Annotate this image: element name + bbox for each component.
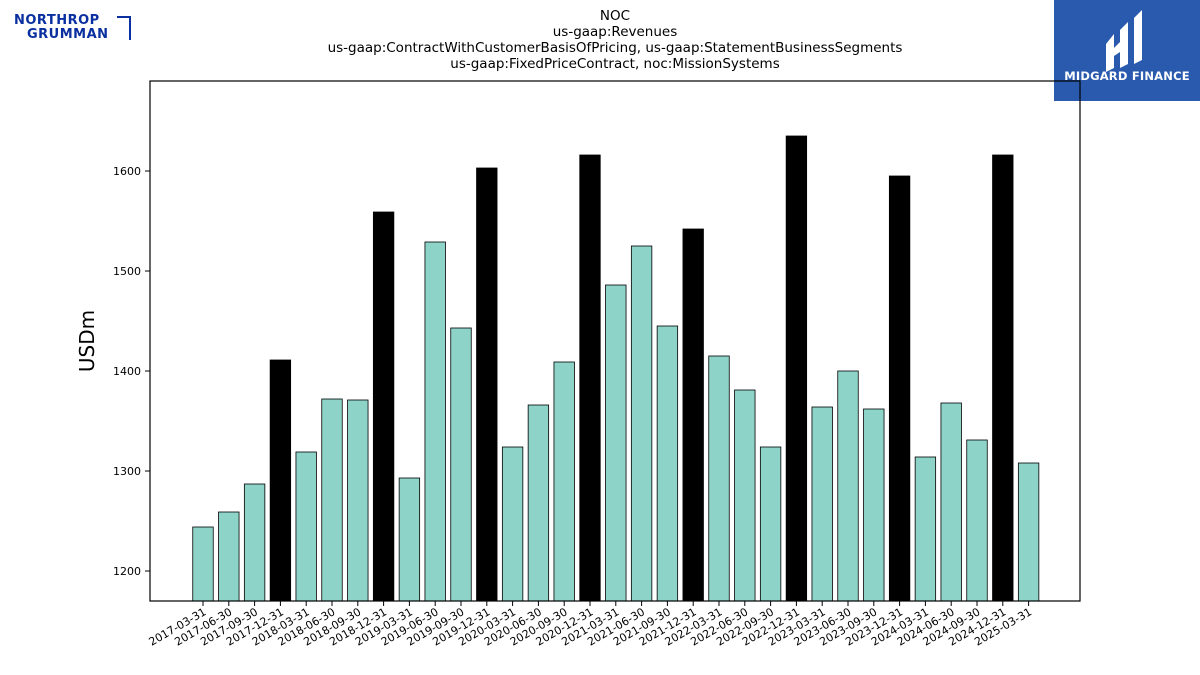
bar-2023-03-31	[811, 406, 833, 602]
bar-series	[192, 135, 1040, 602]
y-tick-label: 1400	[113, 365, 141, 378]
midgard-logo-text: MIDGARD FINANCE	[1064, 69, 1190, 83]
bar-2021-09-30	[656, 325, 679, 602]
bar-2019-03-31	[398, 477, 421, 602]
y-axis: 1200 1300 1400 1500 1600	[113, 165, 150, 578]
y-tick-label: 1300	[113, 465, 141, 478]
axes-frame	[149, 80, 1081, 602]
bar-2018-06-30	[321, 398, 343, 602]
northrop-grumman-logo: NORTHROP GRUMMAN	[14, 13, 134, 45]
title-line-1: NOC	[600, 8, 630, 24]
bar-2018-12-31	[372, 211, 395, 602]
bar-2022-12-31	[785, 135, 808, 602]
bar-2017-12-31	[269, 359, 292, 602]
bar-2021-06-30	[630, 245, 653, 602]
bar-2022-06-30	[734, 389, 756, 602]
bar-2018-09-30	[347, 399, 369, 602]
bar-2024-03-31	[914, 456, 937, 602]
bar-2023-06-30	[837, 370, 859, 602]
y-tick-label: 1600	[113, 165, 141, 178]
bar-2023-09-30	[863, 408, 885, 602]
bar-2023-12-31	[888, 175, 911, 602]
y-axis-label: USDm	[75, 310, 99, 372]
bar-2018-03-31	[295, 451, 317, 602]
title-line-2: us-gaap:Revenues	[553, 24, 678, 40]
bar-2020-03-31	[501, 446, 524, 602]
bar-2020-12-31	[579, 154, 601, 602]
bar-2019-12-31	[476, 167, 498, 602]
bar-2024-12-31	[992, 154, 1014, 602]
y-tick-label: 1200	[113, 565, 141, 578]
logo-bracket	[117, 16, 131, 40]
bar-2017-09-30	[243, 483, 266, 602]
title-line-3: us-gaap:ContractWithCustomerBasisOfPrici…	[328, 40, 903, 56]
bar-2021-03-31	[605, 284, 627, 602]
bar-2024-09-30	[966, 439, 988, 602]
bar-2017-03-31	[192, 526, 214, 602]
bar-2019-06-30	[424, 241, 446, 602]
bar-2022-03-31	[708, 355, 730, 602]
x-axis: 2017-03-312017-06-302017-09-302017-12-31…	[147, 601, 1034, 649]
logo-line-1: NORTHROP	[14, 13, 100, 28]
chart-title: NOCus-gaap:Revenuesus-gaap:ContractWithC…	[328, 8, 903, 72]
bar-2022-09-30	[759, 446, 782, 602]
midgard-finance-logo: MIDGARD FINANCE	[1054, 0, 1200, 101]
bar-2025-03-31	[1017, 462, 1040, 602]
bar-2020-09-30	[553, 361, 575, 602]
bar-2017-06-30	[218, 511, 240, 602]
bar-2021-12-31	[682, 228, 704, 602]
logo-line-2: GRUMMAN	[27, 27, 109, 42]
title-line-4: us-gaap:FixedPriceContract, noc:MissionS…	[450, 56, 779, 72]
midgard-mark-icon	[1106, 10, 1142, 72]
bar-2024-06-30	[940, 402, 962, 602]
bar-2019-09-30	[450, 327, 472, 602]
y-tick-label: 1500	[113, 265, 141, 278]
bar-2020-06-30	[527, 404, 550, 602]
